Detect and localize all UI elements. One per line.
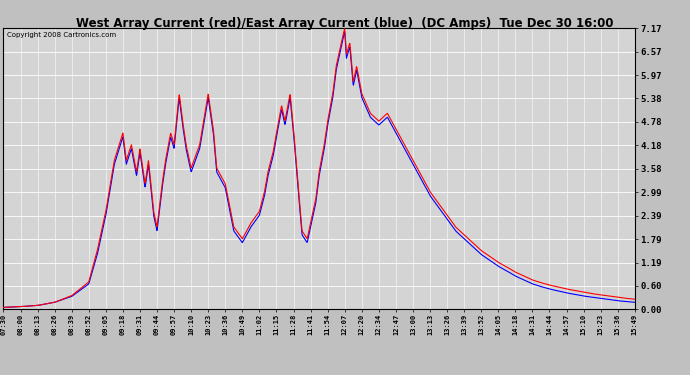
Text: West Array Current (red)/East Array Current (blue)  (DC Amps)  Tue Dec 30 16:00: West Array Current (red)/East Array Curr… [77, 17, 613, 30]
Text: Copyright 2008 Cartronics.com: Copyright 2008 Cartronics.com [7, 32, 116, 38]
